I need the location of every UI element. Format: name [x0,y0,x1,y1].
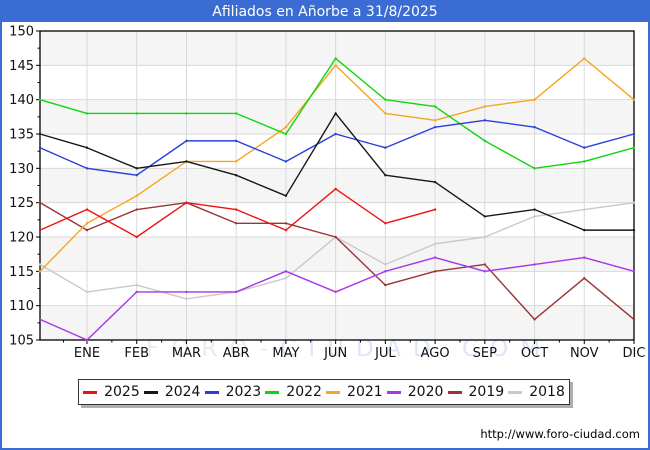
x-tick-label-feb: FEB [124,346,149,361]
y-tick-label: 140 [9,93,34,108]
legend-swatch-2020 [386,390,401,394]
legend-item-2019: 2019 [447,384,505,400]
x-tick-label-jul: JUL [374,346,396,361]
legend-swatch-2023 [204,390,219,394]
y-tick-label: 145 [9,59,34,74]
x-tick-label-abr: ABR [223,346,250,361]
y-tick-label: 105 [9,334,34,349]
y-tick-label: 110 [9,299,34,314]
legend-label: 2021 [347,384,383,400]
chart-title: Afiliados en Añorbe a 31/8/2025 [2,2,648,22]
x-tick-label-oct: OCT [521,346,548,361]
legend-swatch-2022 [265,390,280,394]
legend-item-2020: 2020 [386,384,444,400]
y-tick-label: 115 [9,265,34,280]
x-tick-label-sep: SEP [473,346,497,361]
legend-item-2025: 2025 [83,384,140,400]
y-tick-label: 130 [9,162,34,177]
legend-swatch-2024 [143,390,158,394]
legend-label: 2018 [529,384,565,400]
legend-label: 2022 [286,384,322,400]
legend-swatch-2021 [326,390,341,394]
y-tick-label: 135 [9,128,34,143]
legend-item-2018: 2018 [508,384,565,400]
legend-swatch-2025 [83,390,98,394]
legend-label: 2024 [164,384,201,400]
legend-swatch-2018 [508,390,523,394]
legend-item-2023: 2023 [204,384,262,400]
legend-item-2021: 2021 [326,384,383,400]
legend-label: 2019 [468,384,505,400]
legend-item-2024: 2024 [143,384,201,400]
legend-item-2022: 2022 [265,384,322,400]
x-tick-label-may: MAY [272,346,299,361]
y-tick-label: 150 [9,25,34,40]
x-tick-label-ago: AGO [421,346,450,361]
legend-label: 2025 [104,384,140,400]
x-tick-label-dic: DIC [623,346,646,361]
x-tick-label-jun: JUN [323,346,347,361]
legend-swatch-2019 [447,390,462,394]
footer-url[interactable]: http://www.foro-ciudad.com [480,427,640,441]
x-tick-label-mar: MAR [172,346,201,361]
y-tick-label: 120 [9,231,34,246]
x-tick-label-nov: NOV [570,346,599,361]
x-tick-label-ene: ENE [74,346,100,361]
legend: 2025 2024 2023 2022 2021 2020 2019 2018 [78,379,570,405]
legend-label: 2023 [225,384,262,400]
y-tick-label: 125 [9,196,34,211]
legend-label: 2020 [407,384,444,400]
